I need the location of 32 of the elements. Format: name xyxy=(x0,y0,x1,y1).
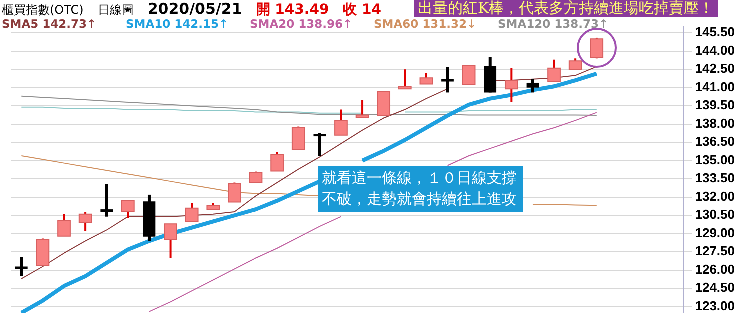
candlestick xyxy=(314,133,326,156)
y-tick-label: 127.50 xyxy=(695,244,736,259)
y-tick-label: 142.50 xyxy=(695,61,736,76)
candlestick xyxy=(526,79,540,93)
y-tick-label: 129.00 xyxy=(695,225,736,240)
text: 出量的紅K棒，代表多方持續進場吃掉賣壓！ xyxy=(414,0,718,17)
candlestick xyxy=(442,67,454,93)
text: SMA20 138.96↑ xyxy=(250,17,354,31)
y-tick-label: 130.50 xyxy=(695,207,736,222)
annotation: 就看這一條線，１０日線支撐不破，走勢就會持續往上進攻 xyxy=(318,166,522,212)
y-tick-label: 136.50 xyxy=(695,134,736,150)
text: 開 143.49 xyxy=(256,1,330,19)
text: SMA60 131.32↓ xyxy=(374,17,478,31)
y-tick-label: 135.00 xyxy=(695,152,736,168)
y-tick-label: 124.50 xyxy=(695,280,736,296)
y-tick-label: 145.50 xyxy=(695,24,736,40)
y-tick-label: 123.00 xyxy=(695,298,736,314)
y-tick-label: 141.00 xyxy=(695,79,736,94)
y-tick-label: 139.50 xyxy=(695,98,736,113)
text: 日線圖 xyxy=(98,2,134,19)
chart-title: 櫃買指數(OTC) xyxy=(2,2,84,19)
y-tick-label: 138.00 xyxy=(695,116,736,131)
text: SMA120 138.73↑ xyxy=(498,17,610,31)
text: 2020/05/21 xyxy=(148,0,242,18)
y-tick-label: 144.00 xyxy=(695,42,736,58)
text: 收 14 xyxy=(343,1,382,19)
y-tick-label: 133.50 xyxy=(695,170,736,186)
text: SMA5 142.73↑ xyxy=(2,17,98,31)
text: SMA10 142.15↑ xyxy=(126,17,230,31)
candlestick xyxy=(100,184,114,217)
y-tick-label: 132.00 xyxy=(695,188,736,204)
y-tick-label: 126.00 xyxy=(695,262,736,277)
